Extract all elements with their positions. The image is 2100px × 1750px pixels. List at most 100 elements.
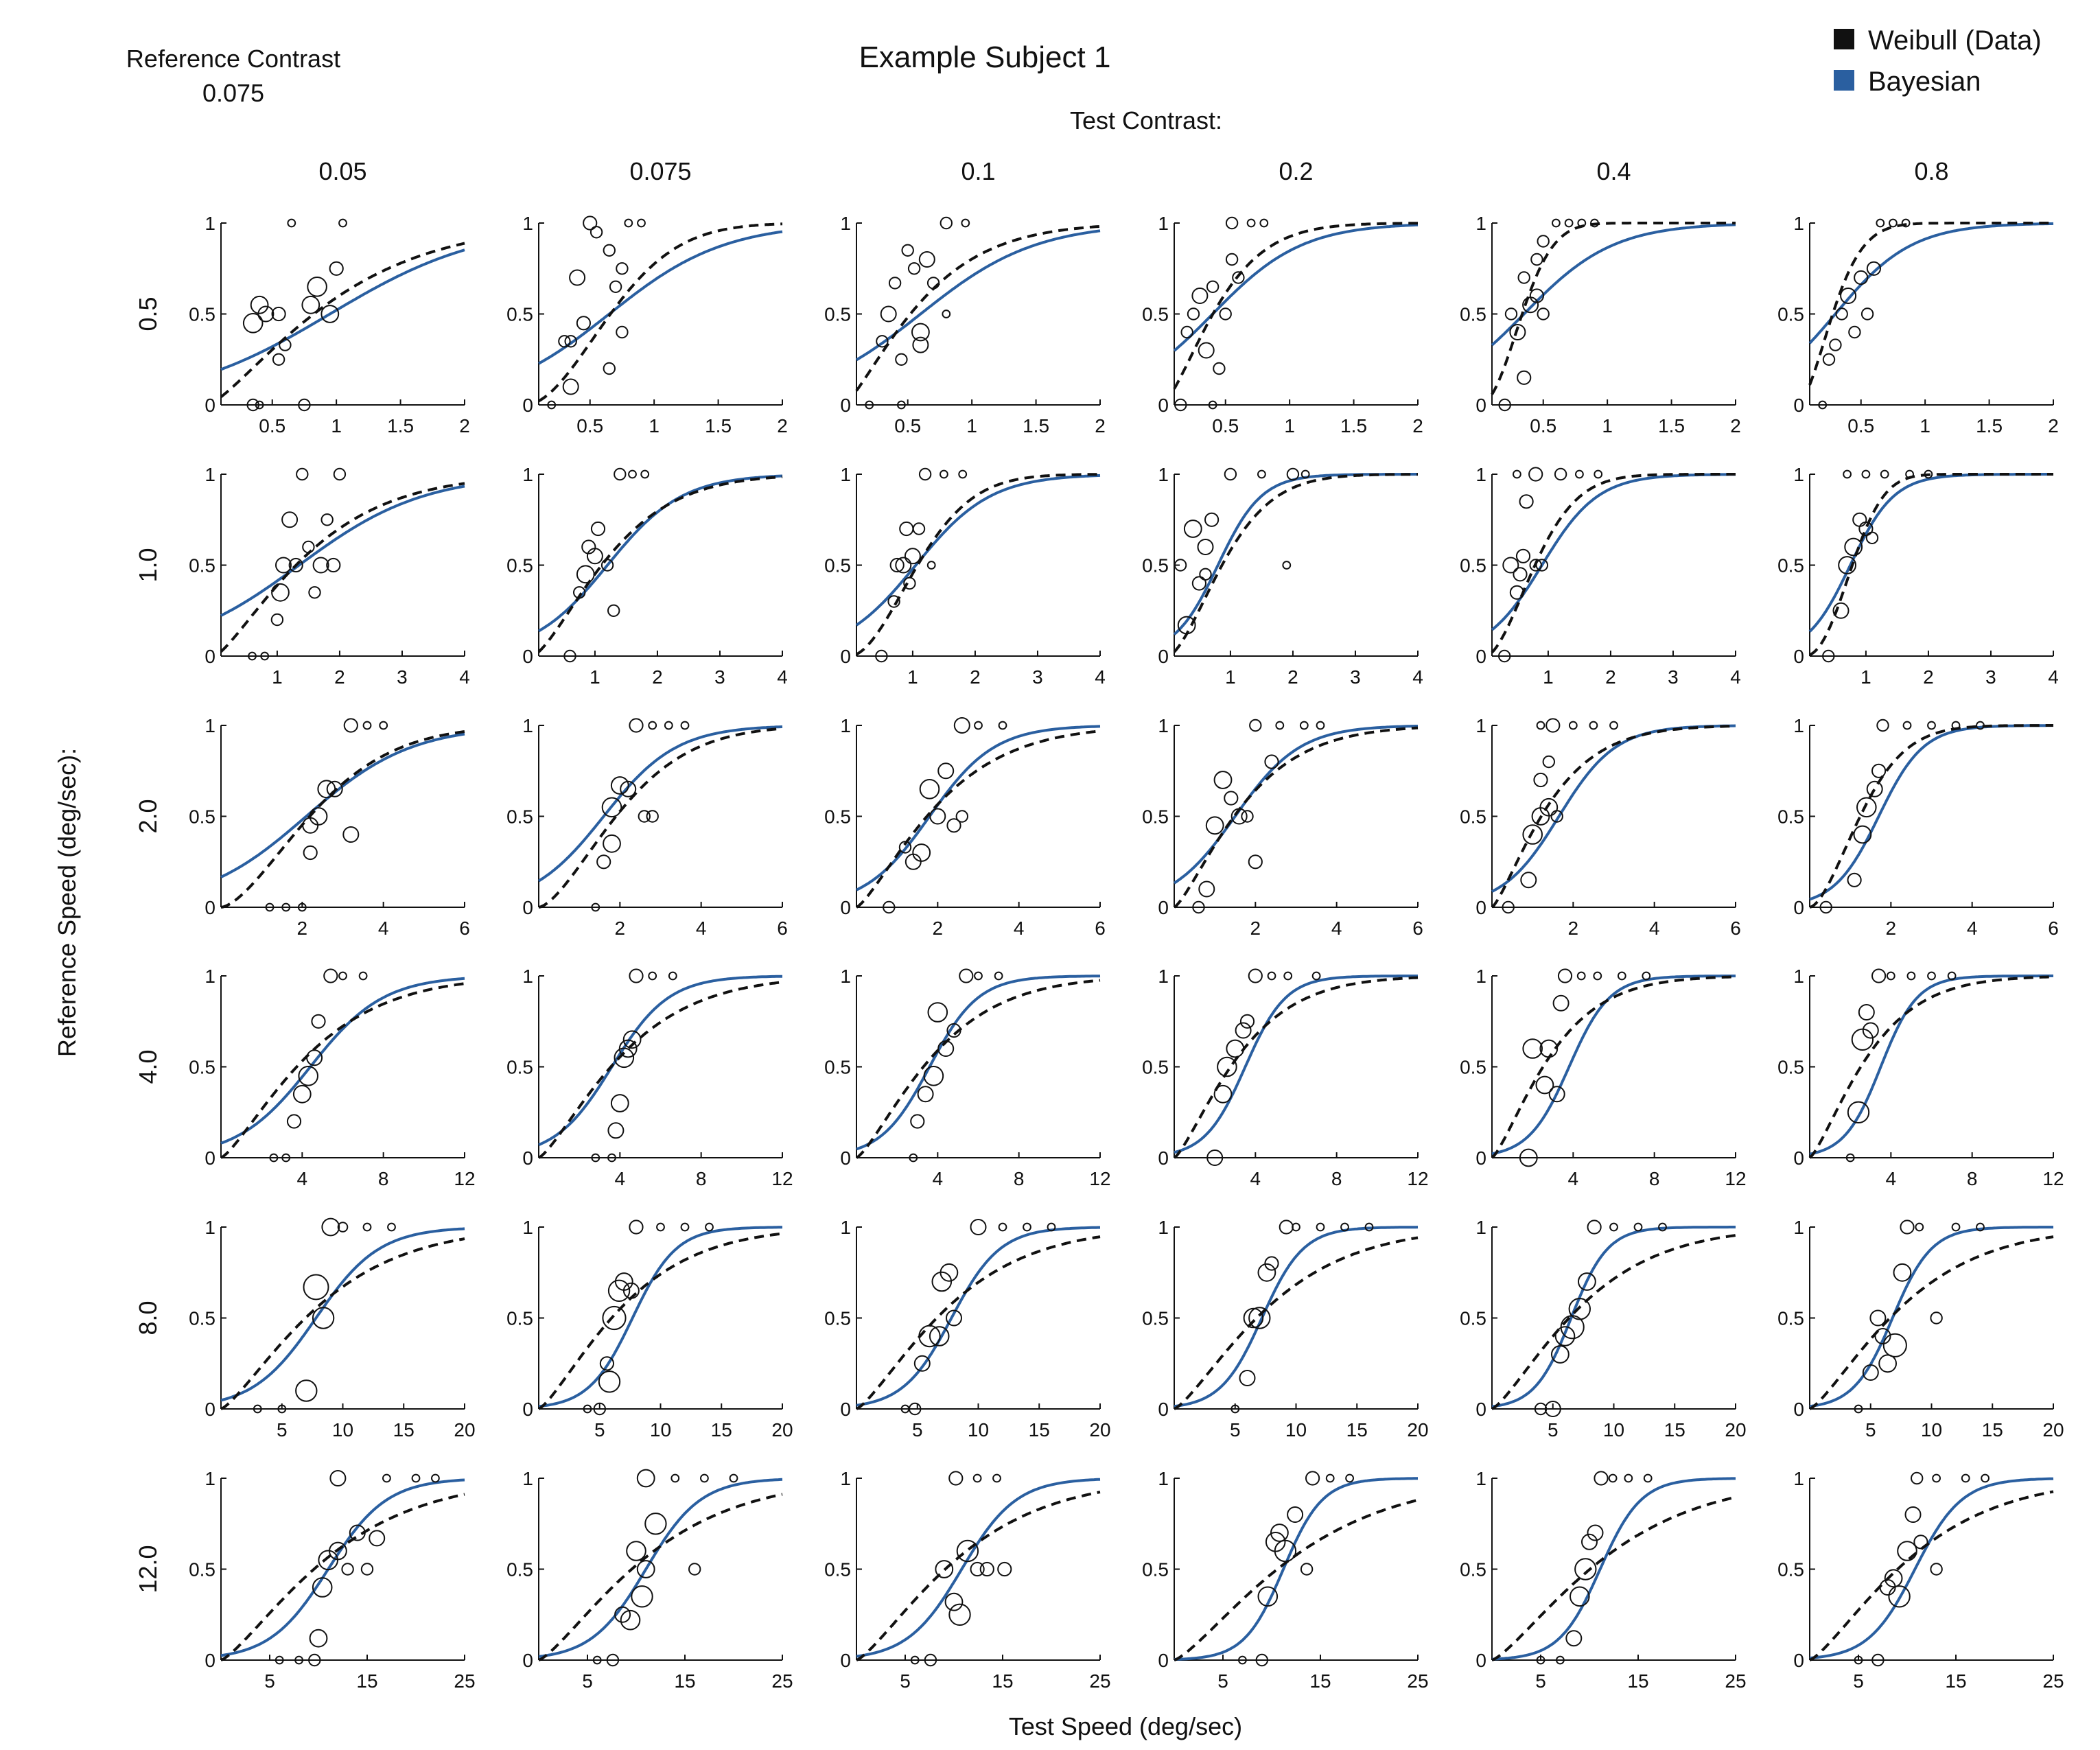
x-tick-label: 10	[332, 1419, 353, 1440]
data-point	[1819, 900, 1832, 914]
panel: 00.515 15 25	[506, 1468, 793, 1692]
bayesian-curve	[538, 1478, 783, 1658]
data-point	[562, 378, 579, 395]
y-tick-label: 0	[522, 1650, 533, 1671]
x-tick-label: 4	[1095, 666, 1106, 688]
data-point	[1574, 1558, 1597, 1580]
data-point	[897, 400, 906, 410]
data-point	[320, 513, 334, 526]
y-tick-label: 0	[1793, 897, 1804, 918]
x-tick-label: 20	[1725, 1419, 1746, 1440]
data-point	[918, 1325, 941, 1348]
bayesian-curve	[1491, 1226, 1736, 1408]
y-tick-label: 0.5	[1142, 1057, 1169, 1078]
data-point	[1570, 1586, 1590, 1607]
data-point	[591, 902, 600, 912]
x-tick-label: 15	[1945, 1670, 1966, 1692]
data-point	[1866, 261, 1881, 276]
data-point	[260, 651, 270, 661]
data-point	[622, 1030, 642, 1049]
data-point	[904, 548, 921, 565]
data-point	[935, 1560, 954, 1578]
data-point	[308, 1653, 321, 1667]
y-tick-label: 1	[1475, 966, 1486, 987]
data-point	[688, 1563, 701, 1576]
x-tick-label: 10	[1603, 1419, 1624, 1440]
data-point	[670, 1473, 680, 1483]
x-tick-label: 4	[1250, 1168, 1261, 1189]
panel: 0 0.5 1 2 4 6	[506, 715, 788, 939]
column-header-contrast: 0.8	[1914, 157, 1948, 185]
data-point	[638, 810, 651, 823]
data-point	[875, 649, 888, 663]
y-tick-label: 1	[1793, 1468, 1804, 1489]
x-tick-label: 15	[1346, 1419, 1368, 1440]
weibull-curve	[1491, 975, 1736, 1159]
weibull-curve	[1808, 975, 2054, 1159]
x-tick-label: 15	[1309, 1670, 1331, 1692]
data-point	[1575, 469, 1584, 479]
data-point	[1204, 512, 1220, 527]
data-point	[317, 780, 336, 799]
x-tick-label: 1	[966, 415, 977, 436]
data-point	[899, 521, 914, 537]
y-tick-label: 0	[1158, 395, 1169, 416]
y-tick-label: 0.5	[1460, 1308, 1486, 1329]
x-tick-label: 12	[1725, 1168, 1746, 1189]
x-tick-label: 5	[1548, 1419, 1559, 1440]
data-point	[1609, 721, 1618, 730]
data-point	[1886, 971, 1895, 981]
data-point	[1287, 1506, 1304, 1523]
y-tick-label: 0	[1158, 1399, 1169, 1420]
data-point	[1530, 253, 1543, 266]
bayesian-curve	[1491, 223, 1736, 347]
test-contrast-label: Test Contrast:	[1070, 106, 1222, 135]
y-tick-label: 0.5	[824, 1559, 851, 1580]
data-point	[1860, 307, 1874, 320]
y-tick-label: 0.5	[1142, 806, 1169, 828]
x-tick-label: 10	[650, 1419, 671, 1440]
weibull-curve	[220, 982, 465, 1159]
data-point	[1502, 557, 1519, 574]
y-tick-label: 0.5	[1142, 1559, 1169, 1580]
data-point	[255, 400, 264, 410]
y-tick-label: 1	[522, 966, 533, 987]
data-point	[1878, 1354, 1898, 1373]
y-tick-label: 1	[1793, 213, 1804, 234]
x-tick-label: 1.5	[1658, 415, 1685, 436]
y-tick-label: 0.5	[189, 1057, 215, 1078]
data-point	[1904, 1506, 1922, 1523]
y-tick-label: 1	[1158, 966, 1169, 987]
data-point	[281, 1153, 291, 1163]
y-tick-label: 0	[1158, 1147, 1169, 1169]
data-point	[889, 557, 905, 573]
data-point	[1858, 1004, 1875, 1020]
y-tick-label: 1	[840, 715, 851, 736]
data-point	[1847, 872, 1862, 887]
data-point	[974, 971, 983, 981]
y-tick-label: 1	[1158, 1468, 1169, 1489]
figure-title: Example Subject 1	[859, 40, 1111, 74]
data-point	[583, 215, 598, 231]
data-point	[1851, 1028, 1874, 1051]
panel: 0 0.5 1 2 4 6	[1142, 715, 1423, 939]
data-point	[1316, 721, 1325, 730]
y-tick-label: 0.5	[506, 304, 533, 325]
data-point	[1535, 1075, 1554, 1095]
data-point	[1542, 755, 1556, 769]
x-tick-label: 8	[696, 1168, 707, 1189]
data-point	[895, 353, 908, 366]
data-point	[1047, 1222, 1056, 1232]
data-point	[958, 469, 968, 479]
data-point	[275, 1655, 284, 1665]
data-point	[1316, 1222, 1325, 1232]
data-point	[1893, 1263, 1912, 1282]
data-point	[1565, 1630, 1583, 1647]
data-point	[1311, 971, 1321, 981]
data-point	[1292, 1222, 1300, 1232]
y-tick-label: 1	[840, 1217, 851, 1238]
bayesian-curve	[1808, 473, 2053, 633]
y-tick-label: 0.5	[1460, 555, 1486, 576]
x-tick-label: 2	[1923, 666, 1934, 688]
data-point	[1536, 721, 1545, 730]
